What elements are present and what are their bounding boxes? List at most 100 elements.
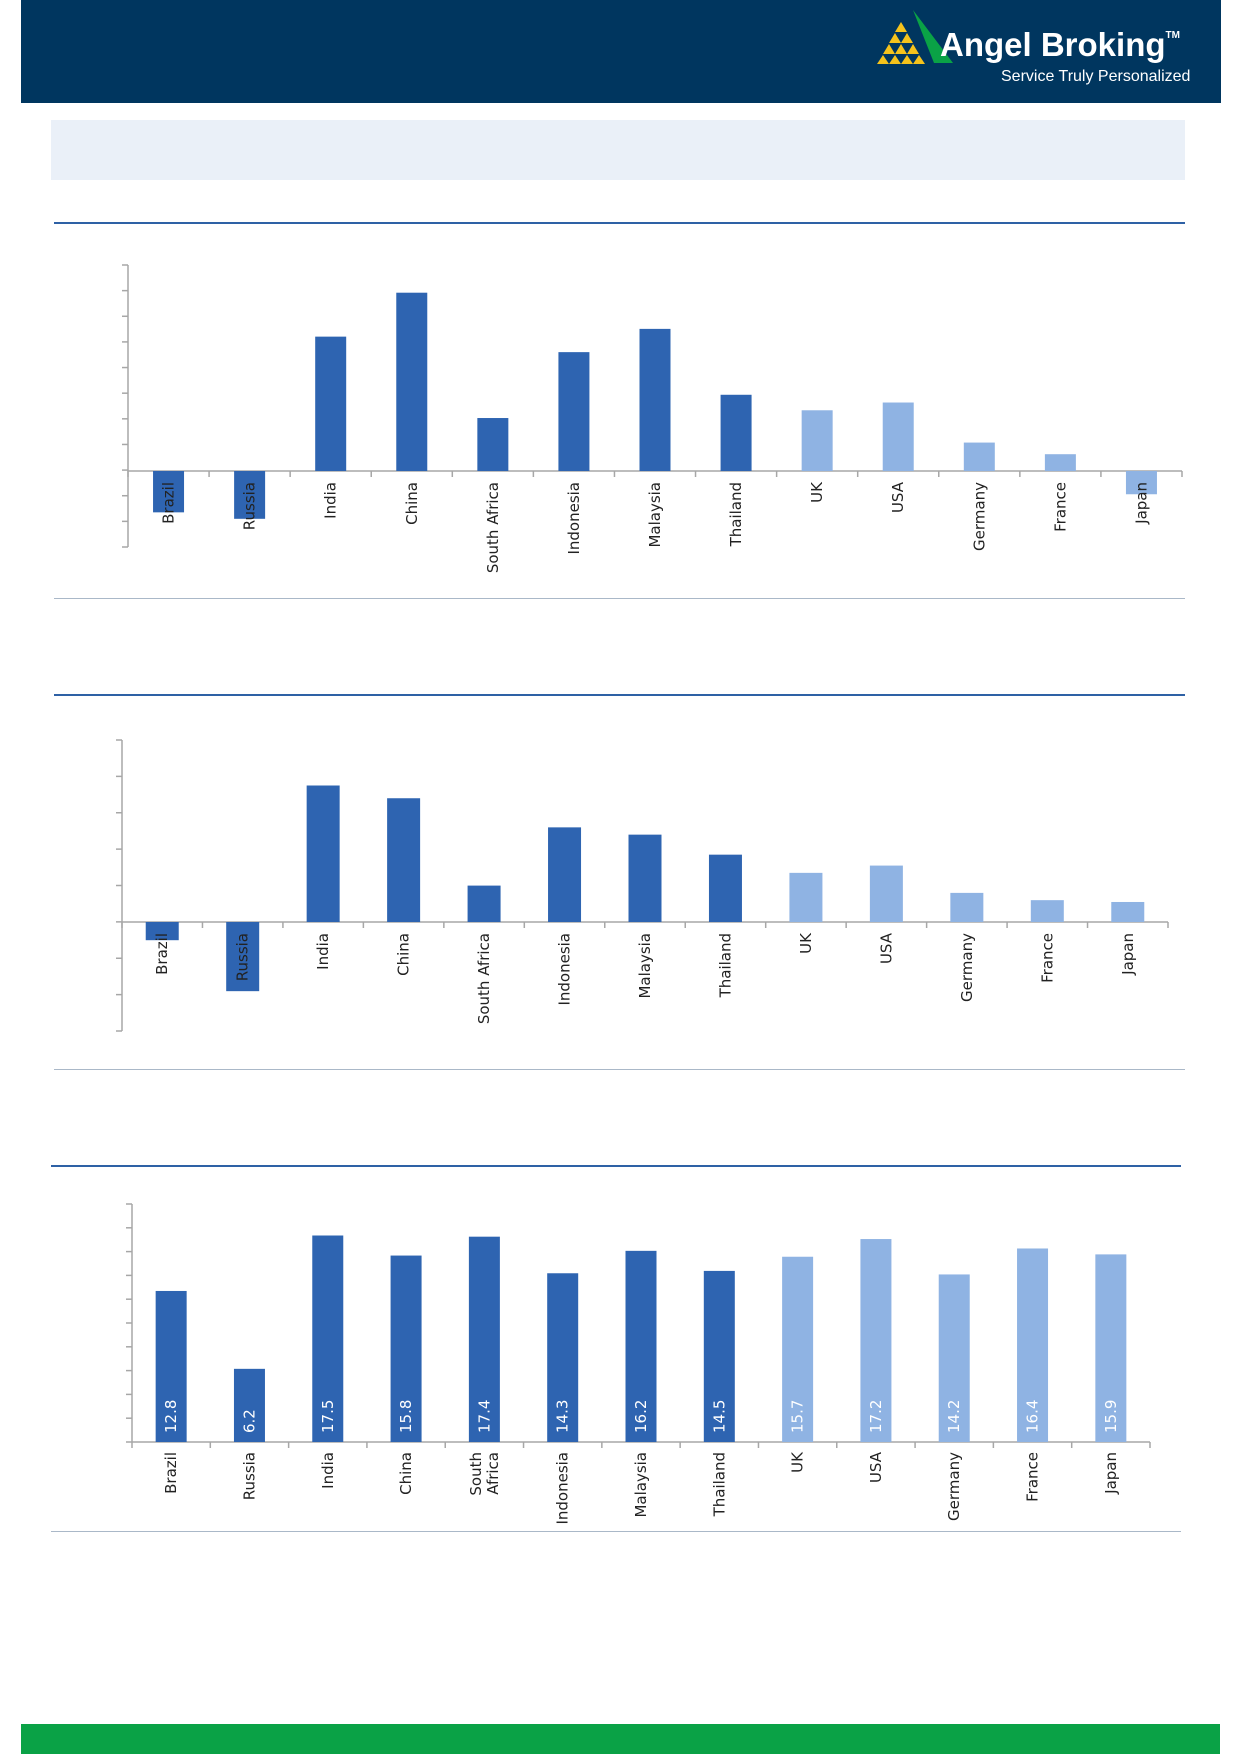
data-label: 17.2 (867, 1400, 885, 1433)
category-label: South Africa (484, 482, 502, 573)
bar-brazil (145, 922, 179, 941)
bar-germany (950, 892, 984, 922)
category-label: USA (877, 932, 895, 964)
bar-germany (963, 442, 995, 471)
category-label: France (1051, 482, 1069, 532)
bar-south-africa (477, 418, 509, 471)
category-label: China (395, 933, 413, 976)
section-2-bottom-rule (54, 1069, 1185, 1070)
bar-india (306, 785, 340, 922)
category-label: Brazil (162, 1452, 180, 1494)
bar-malaysia (628, 834, 662, 922)
section-3-top-rule (51, 1165, 1181, 1167)
trademark-mark: TM (1165, 30, 1180, 41)
bar-brazil (155, 1290, 187, 1442)
bar-uk (801, 410, 833, 471)
data-label: 16.2 (632, 1400, 650, 1433)
brand-name: Angel BrokingTM (940, 26, 1180, 63)
bar-uk (782, 1256, 814, 1442)
section-1-top-rule (54, 222, 1185, 224)
category-label: Malaysia (632, 1452, 650, 1518)
bar-usa (882, 402, 914, 471)
category-label: China (397, 1452, 415, 1495)
category-label: Indonesia (556, 933, 574, 1006)
bar-south-africa (468, 1236, 500, 1442)
bar-chart-1: Brazil Russia India China South Africa Indone… (122, 264, 1183, 573)
data-label: 16.4 (1024, 1400, 1042, 1433)
bar-china (387, 798, 421, 922)
bar-thailand (720, 394, 752, 471)
footer-bar (21, 1724, 1220, 1754)
category-label: Japan (1119, 933, 1137, 976)
bar-japan (1111, 901, 1145, 922)
brand-tagline: Service Truly Personalized (1001, 68, 1191, 85)
category-label: Japan (1132, 482, 1150, 525)
bar-brazil (153, 471, 185, 513)
bar-japan (1095, 1254, 1127, 1442)
bar-malaysia (639, 328, 671, 471)
bar-indonesia (558, 352, 590, 471)
category-label: UK (797, 932, 815, 954)
summary-box (51, 120, 1185, 180)
angel-logo-icon (877, 10, 953, 64)
category-label: Russia (240, 1452, 258, 1500)
bar-south-africa (467, 885, 501, 922)
bar-germany (938, 1274, 970, 1442)
category-label: India (322, 482, 340, 519)
category-label: Germany (970, 482, 988, 551)
bar-chart-3: 12.8 6.2 17.5 15.8 17.4 14.3 16.2 14.5 15.7 17.2 1… (126, 1203, 1151, 1525)
data-label: 6.2 (240, 1409, 258, 1433)
category-label: France (1038, 933, 1056, 983)
category-label: Thailand (716, 933, 734, 998)
category-label: South Africa (475, 933, 493, 1024)
bar-india (315, 336, 347, 471)
bar-indonesia (548, 827, 582, 922)
data-label: 14.2 (945, 1400, 963, 1433)
bar-chart-2: Brazil Russia India China South Africa Indone… (116, 739, 1169, 1032)
category-label: Russia (241, 482, 259, 530)
bar-malaysia (625, 1250, 657, 1442)
category-label: Thailand (710, 1452, 728, 1517)
category-label: USA (867, 1451, 885, 1483)
category-label: Malaysia (646, 482, 664, 548)
bar-france (1017, 1248, 1049, 1442)
data-label: 17.5 (319, 1400, 337, 1433)
bar-russia (226, 922, 260, 992)
category-label: Germany (958, 933, 976, 1002)
category-label: UK (808, 481, 826, 503)
data-label: 15.7 (789, 1400, 807, 1433)
category-label: Malaysia (636, 933, 654, 999)
bar-france (1044, 454, 1076, 471)
page-header: Angel BrokingTM Service Truly Personaliz… (21, 0, 1221, 103)
category-label: Russia (234, 933, 252, 981)
category-label: Indonesia (554, 1452, 572, 1525)
data-label: 15.8 (397, 1400, 415, 1433)
bar-china (396, 292, 428, 471)
section-1-bottom-rule (54, 598, 1185, 599)
data-label: 12.8 (162, 1400, 180, 1433)
category-label: Indonesia (565, 482, 583, 555)
category-label: USA (889, 481, 907, 513)
category-label: UK (789, 1451, 807, 1473)
data-label: 15.9 (1102, 1400, 1120, 1433)
bar-usa (869, 865, 903, 922)
bar-russia (233, 1368, 265, 1442)
data-label: 17.4 (475, 1400, 493, 1433)
category-label: Brazil (160, 482, 178, 524)
section-3-bottom-rule (51, 1531, 1181, 1532)
bar-indonesia (547, 1273, 579, 1442)
bar-thailand (708, 854, 742, 922)
category-label: SouthAfrica (467, 1452, 502, 1496)
section-2-top-rule (54, 694, 1185, 696)
category-label: Thailand (727, 482, 745, 547)
data-label: 14.5 (710, 1400, 728, 1433)
bar-usa (860, 1239, 892, 1442)
bar-india (312, 1235, 344, 1442)
category-label: India (319, 1452, 337, 1489)
bar-france (1030, 900, 1064, 922)
bar-thailand (703, 1270, 735, 1442)
bar-uk (789, 872, 823, 922)
category-label: India (314, 933, 332, 970)
category-label: Japan (1102, 1452, 1120, 1495)
data-label: 14.3 (554, 1400, 572, 1433)
